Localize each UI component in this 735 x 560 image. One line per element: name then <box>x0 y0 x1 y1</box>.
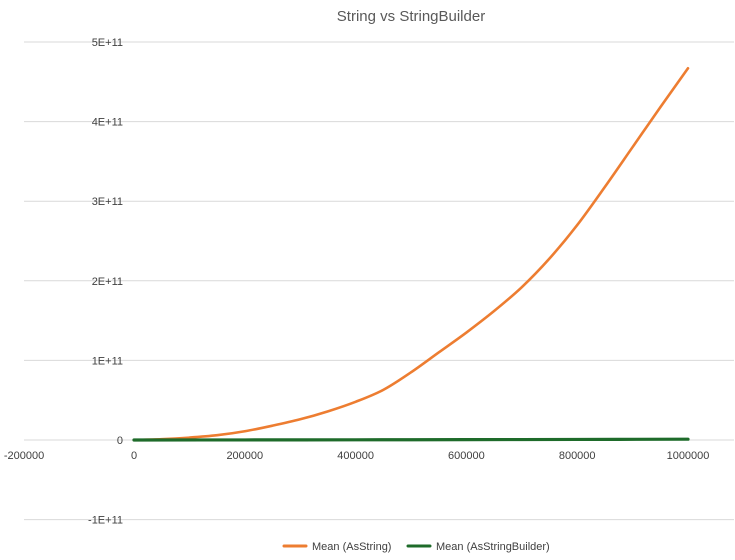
series-line-mean-asstringbuilder <box>132 437 690 442</box>
legend-label: Mean (AsStringBuilder) <box>436 541 550 553</box>
y-tick-label: 1E+11 <box>92 355 123 367</box>
series-lines <box>132 66 690 442</box>
y-tick-label: 0 <box>117 435 123 447</box>
x-tick-label: 200000 <box>226 450 263 462</box>
y-tick-label: 2E+11 <box>92 276 123 288</box>
y-tick-label: 4E+11 <box>92 117 123 129</box>
x-tick-label: -200000 <box>4 450 44 462</box>
x-tick-label: 1000000 <box>667 450 710 462</box>
x-tick-label: 800000 <box>559 450 596 462</box>
chart-title: String vs StringBuilder <box>337 8 485 25</box>
legend: Mean (AsString) Mean (AsStringBuilder) <box>282 541 550 553</box>
grid-lines <box>24 41 734 521</box>
legend-label: Mean (AsString) <box>312 541 391 553</box>
x-axis-tick-labels: -200000 0 200000 400000 600000 800000 1000000 <box>4 450 710 462</box>
y-tick-label: 5E+11 <box>92 37 123 49</box>
x-tick-label: 600000 <box>448 450 485 462</box>
y-tick-label: 3E+11 <box>92 196 123 208</box>
x-tick-label: 0 <box>131 450 137 462</box>
x-tick-label: 400000 <box>337 450 374 462</box>
y-tick-label: -1E+11 <box>88 515 123 527</box>
series-line-mean-asstring <box>132 66 690 442</box>
y-axis-tick-labels: -1E+11 0 1E+11 2E+11 3E+11 4E+11 5E+11 <box>88 37 123 527</box>
